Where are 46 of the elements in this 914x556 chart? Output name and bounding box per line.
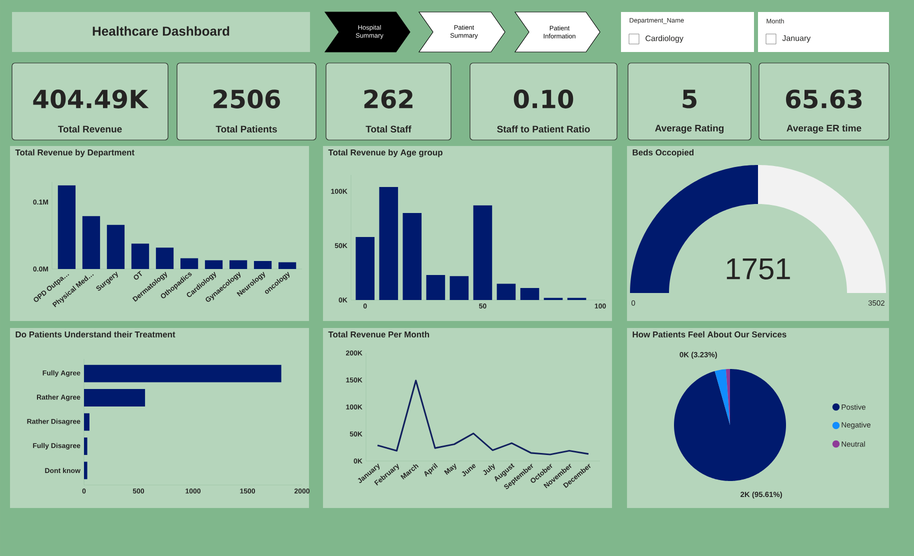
text: Average ER time <box>786 124 862 134</box>
bar <box>84 462 88 480</box>
data-label: 1751 <box>726 258 790 280</box>
bar <box>106 224 125 269</box>
bar <box>450 276 469 300</box>
bar <box>156 248 174 269</box>
bar <box>402 213 422 300</box>
chart-title: Total Revenue Per Month <box>328 331 430 338</box>
text: 2506 <box>214 90 280 108</box>
chart-title: Total Revenue by Age group <box>328 149 442 158</box>
bar <box>356 236 375 300</box>
bar <box>180 258 198 269</box>
bar <box>379 186 398 300</box>
chart-title: Total Revenue by Department <box>15 149 134 158</box>
text: Healthcare Dashboard <box>92 26 230 36</box>
text: Total Revenue <box>58 126 122 132</box>
bar <box>520 288 540 300</box>
text: Cardiology <box>646 35 684 43</box>
text: Staff to Patient Ratio <box>497 126 590 132</box>
bar <box>254 260 272 269</box>
bar <box>84 438 88 455</box>
bar <box>82 216 100 269</box>
text: 404.49K <box>33 90 149 108</box>
bar <box>84 389 146 406</box>
line-series <box>376 380 590 456</box>
chart-title: Beds Occopied <box>632 149 694 158</box>
bar <box>131 244 150 269</box>
chart-title: How Patients Feel About Our Services <box>632 331 786 338</box>
bar <box>204 260 223 269</box>
text: Total Staff <box>366 126 412 132</box>
bar <box>229 260 248 269</box>
text: Total Patients <box>216 126 277 132</box>
bar <box>58 185 76 269</box>
bar <box>278 262 296 269</box>
bar <box>496 284 516 300</box>
text: 0.10 <box>514 90 574 108</box>
text: Average Rating <box>655 124 724 134</box>
bar <box>473 205 492 300</box>
chart-title: Do Patients Understand their Treatment <box>16 331 176 338</box>
bar <box>84 413 90 431</box>
text: 5 <box>682 90 696 108</box>
text: January <box>782 35 811 43</box>
text: 262 <box>364 90 412 108</box>
bar <box>84 364 282 382</box>
text: 65.63 <box>786 90 862 108</box>
bar <box>426 274 446 300</box>
